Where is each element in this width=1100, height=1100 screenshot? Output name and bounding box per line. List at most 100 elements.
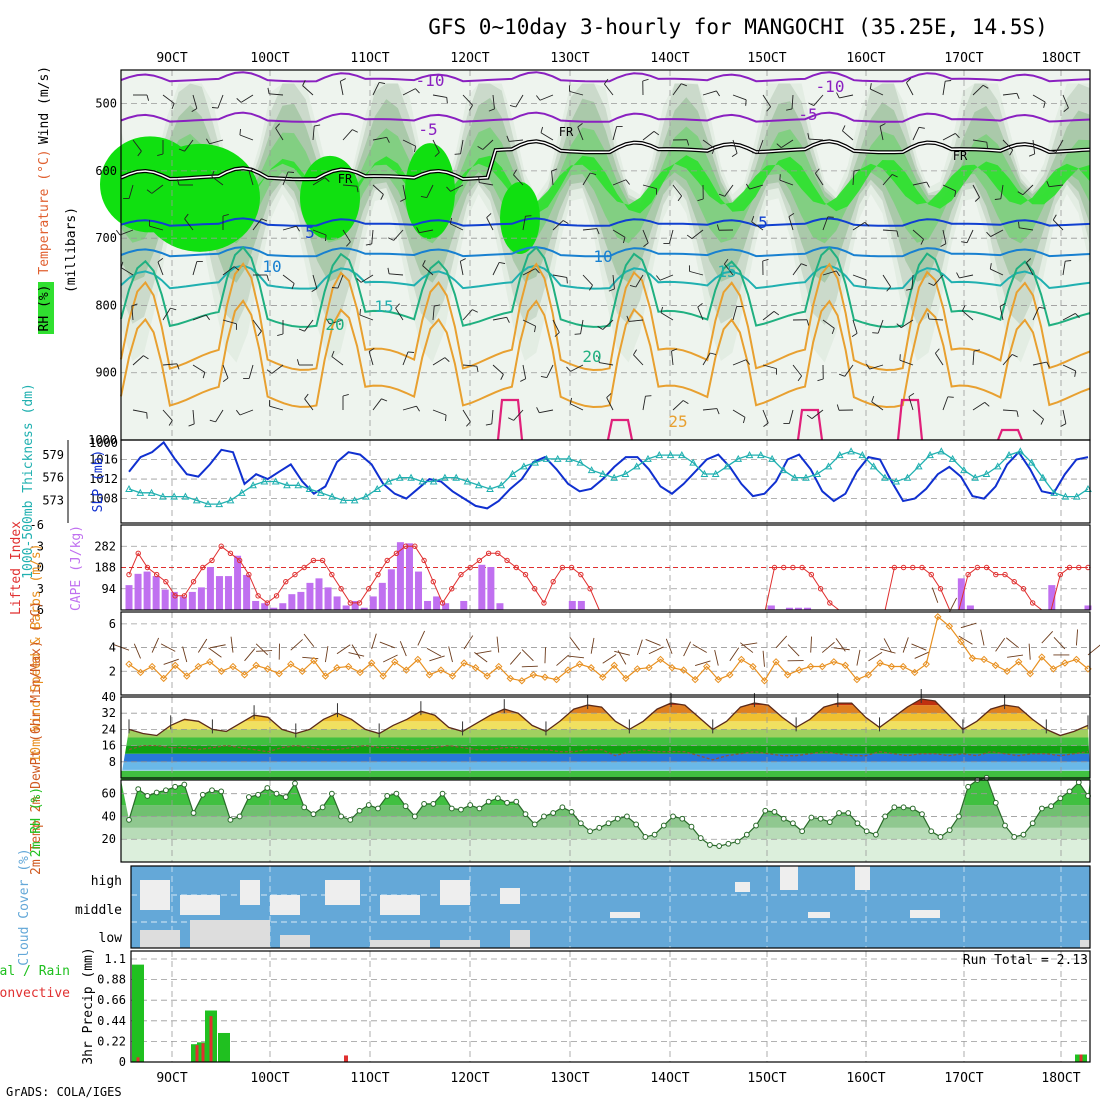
cloud-patch-low (190, 920, 270, 948)
cloud-patch (500, 888, 520, 904)
thickness-marker (271, 477, 280, 485)
wind-barb (1053, 636, 1066, 650)
wind-barb-flag (807, 133, 810, 140)
wind-barb (569, 637, 580, 651)
wind-barb-flag (716, 408, 720, 415)
wind-barb (702, 352, 711, 366)
cape-axis-label: CAPE (J/kg) (69, 525, 84, 611)
rh-marker (245, 794, 252, 800)
wind-barb (762, 94, 772, 107)
cape-bar (333, 596, 341, 610)
thickness-marker (418, 477, 427, 485)
thickness-marker (384, 477, 393, 485)
wind-barb (1019, 227, 1034, 231)
wind-barb (132, 355, 144, 366)
isotherm-label: -5 (798, 105, 817, 124)
wind-barb (509, 652, 522, 665)
wind-frame (120, 611, 1091, 696)
thickness-marker (756, 451, 765, 459)
x-tick-label: 12OCT (450, 1071, 489, 1086)
rh-marker (384, 793, 391, 799)
wind-barb-flag (989, 263, 992, 270)
precip-total-bar (218, 1032, 230, 1062)
wind-barb (422, 265, 434, 276)
lifted-index-marker (301, 564, 307, 571)
cloud-patch (808, 912, 830, 918)
wind-barb-flag (304, 393, 309, 400)
x-tick-label: 14OCT (650, 51, 689, 66)
wind-barb (959, 274, 974, 279)
wind-barb-flag (718, 193, 725, 197)
temp-color-band (121, 721, 1090, 730)
wind-axis-label: 10m Wind Speed & Barbs (m/s) (29, 543, 44, 762)
precip-tick-label: 0.22 (97, 1034, 126, 1048)
wind-barb (1032, 409, 1044, 420)
thickness-marker (1027, 458, 1036, 466)
wind-barb-flag (499, 261, 506, 264)
wind-barb-flag (257, 330, 262, 337)
cape-bar (966, 605, 974, 610)
wind-speed-marker (448, 672, 457, 680)
cloud-patch (855, 866, 870, 890)
cape-bar (215, 576, 223, 610)
wind-barb (839, 94, 854, 99)
thickness-marker (835, 451, 844, 459)
wind-barb (359, 314, 374, 321)
thickness-marker (621, 469, 630, 477)
lifted-index-marker (550, 578, 556, 585)
lifted-index-marker (218, 543, 224, 549)
rh-marker (651, 831, 658, 838)
wind-barb-flag (365, 243, 372, 246)
lifted-index-marker (273, 593, 280, 599)
wind-barb (665, 638, 673, 654)
wind-barb-flag (356, 186, 359, 193)
wind-barb (1002, 92, 1017, 96)
rh-marker (937, 834, 944, 840)
wind-barb-flag (143, 355, 149, 360)
lifted-index-marker (513, 564, 519, 571)
wind-barb-flag (1043, 101, 1046, 108)
wind-barb (244, 648, 256, 662)
wind-barb (290, 639, 303, 651)
rh-marker (697, 835, 704, 841)
rh-color-band (121, 827, 1090, 840)
wind-barb (1002, 354, 1013, 366)
wind-barb-flag (606, 393, 612, 398)
wind-barb (879, 648, 896, 654)
x-tick-label: 16OCT (846, 51, 885, 66)
wind-tick-label: 4 (109, 641, 116, 655)
wind-speed-marker (830, 658, 838, 666)
wind-barb-flag (788, 213, 795, 217)
thickness-marker (373, 485, 382, 493)
wind-barb-flag (1050, 150, 1057, 153)
wind-barb (515, 94, 524, 108)
wind-speed-marker (217, 667, 226, 675)
wind-barb (331, 356, 344, 366)
rh-marker (393, 790, 400, 797)
wind-barb (252, 218, 262, 231)
wind-barb-flag (407, 351, 415, 353)
wind-barb-flag (945, 80, 952, 82)
wind-speed-marker (1038, 653, 1046, 661)
wind-barb (521, 665, 538, 668)
wind-barb (814, 173, 824, 186)
wind-speed-marker (159, 674, 168, 683)
thickness-marker (565, 454, 573, 462)
isotherm-line (120, 299, 1091, 409)
wind-barb (732, 139, 738, 154)
wind-barb-flag (416, 227, 420, 233)
wind-speed-marker (726, 671, 734, 679)
wind-barb (269, 405, 284, 411)
wind-barb (869, 364, 884, 370)
wind-barb-flag (656, 275, 661, 281)
rh-marker (301, 804, 308, 811)
cape-bar (315, 578, 323, 610)
wind-barb-flag (801, 263, 808, 267)
wind-speed-marker (379, 672, 387, 680)
cape-bar (360, 607, 368, 610)
wind-barb (402, 351, 409, 366)
wind-barb (119, 229, 134, 236)
cape-bar (415, 571, 423, 610)
thickness-marker (283, 481, 291, 489)
temp-axis-label: Temperature (°C) (37, 149, 52, 274)
